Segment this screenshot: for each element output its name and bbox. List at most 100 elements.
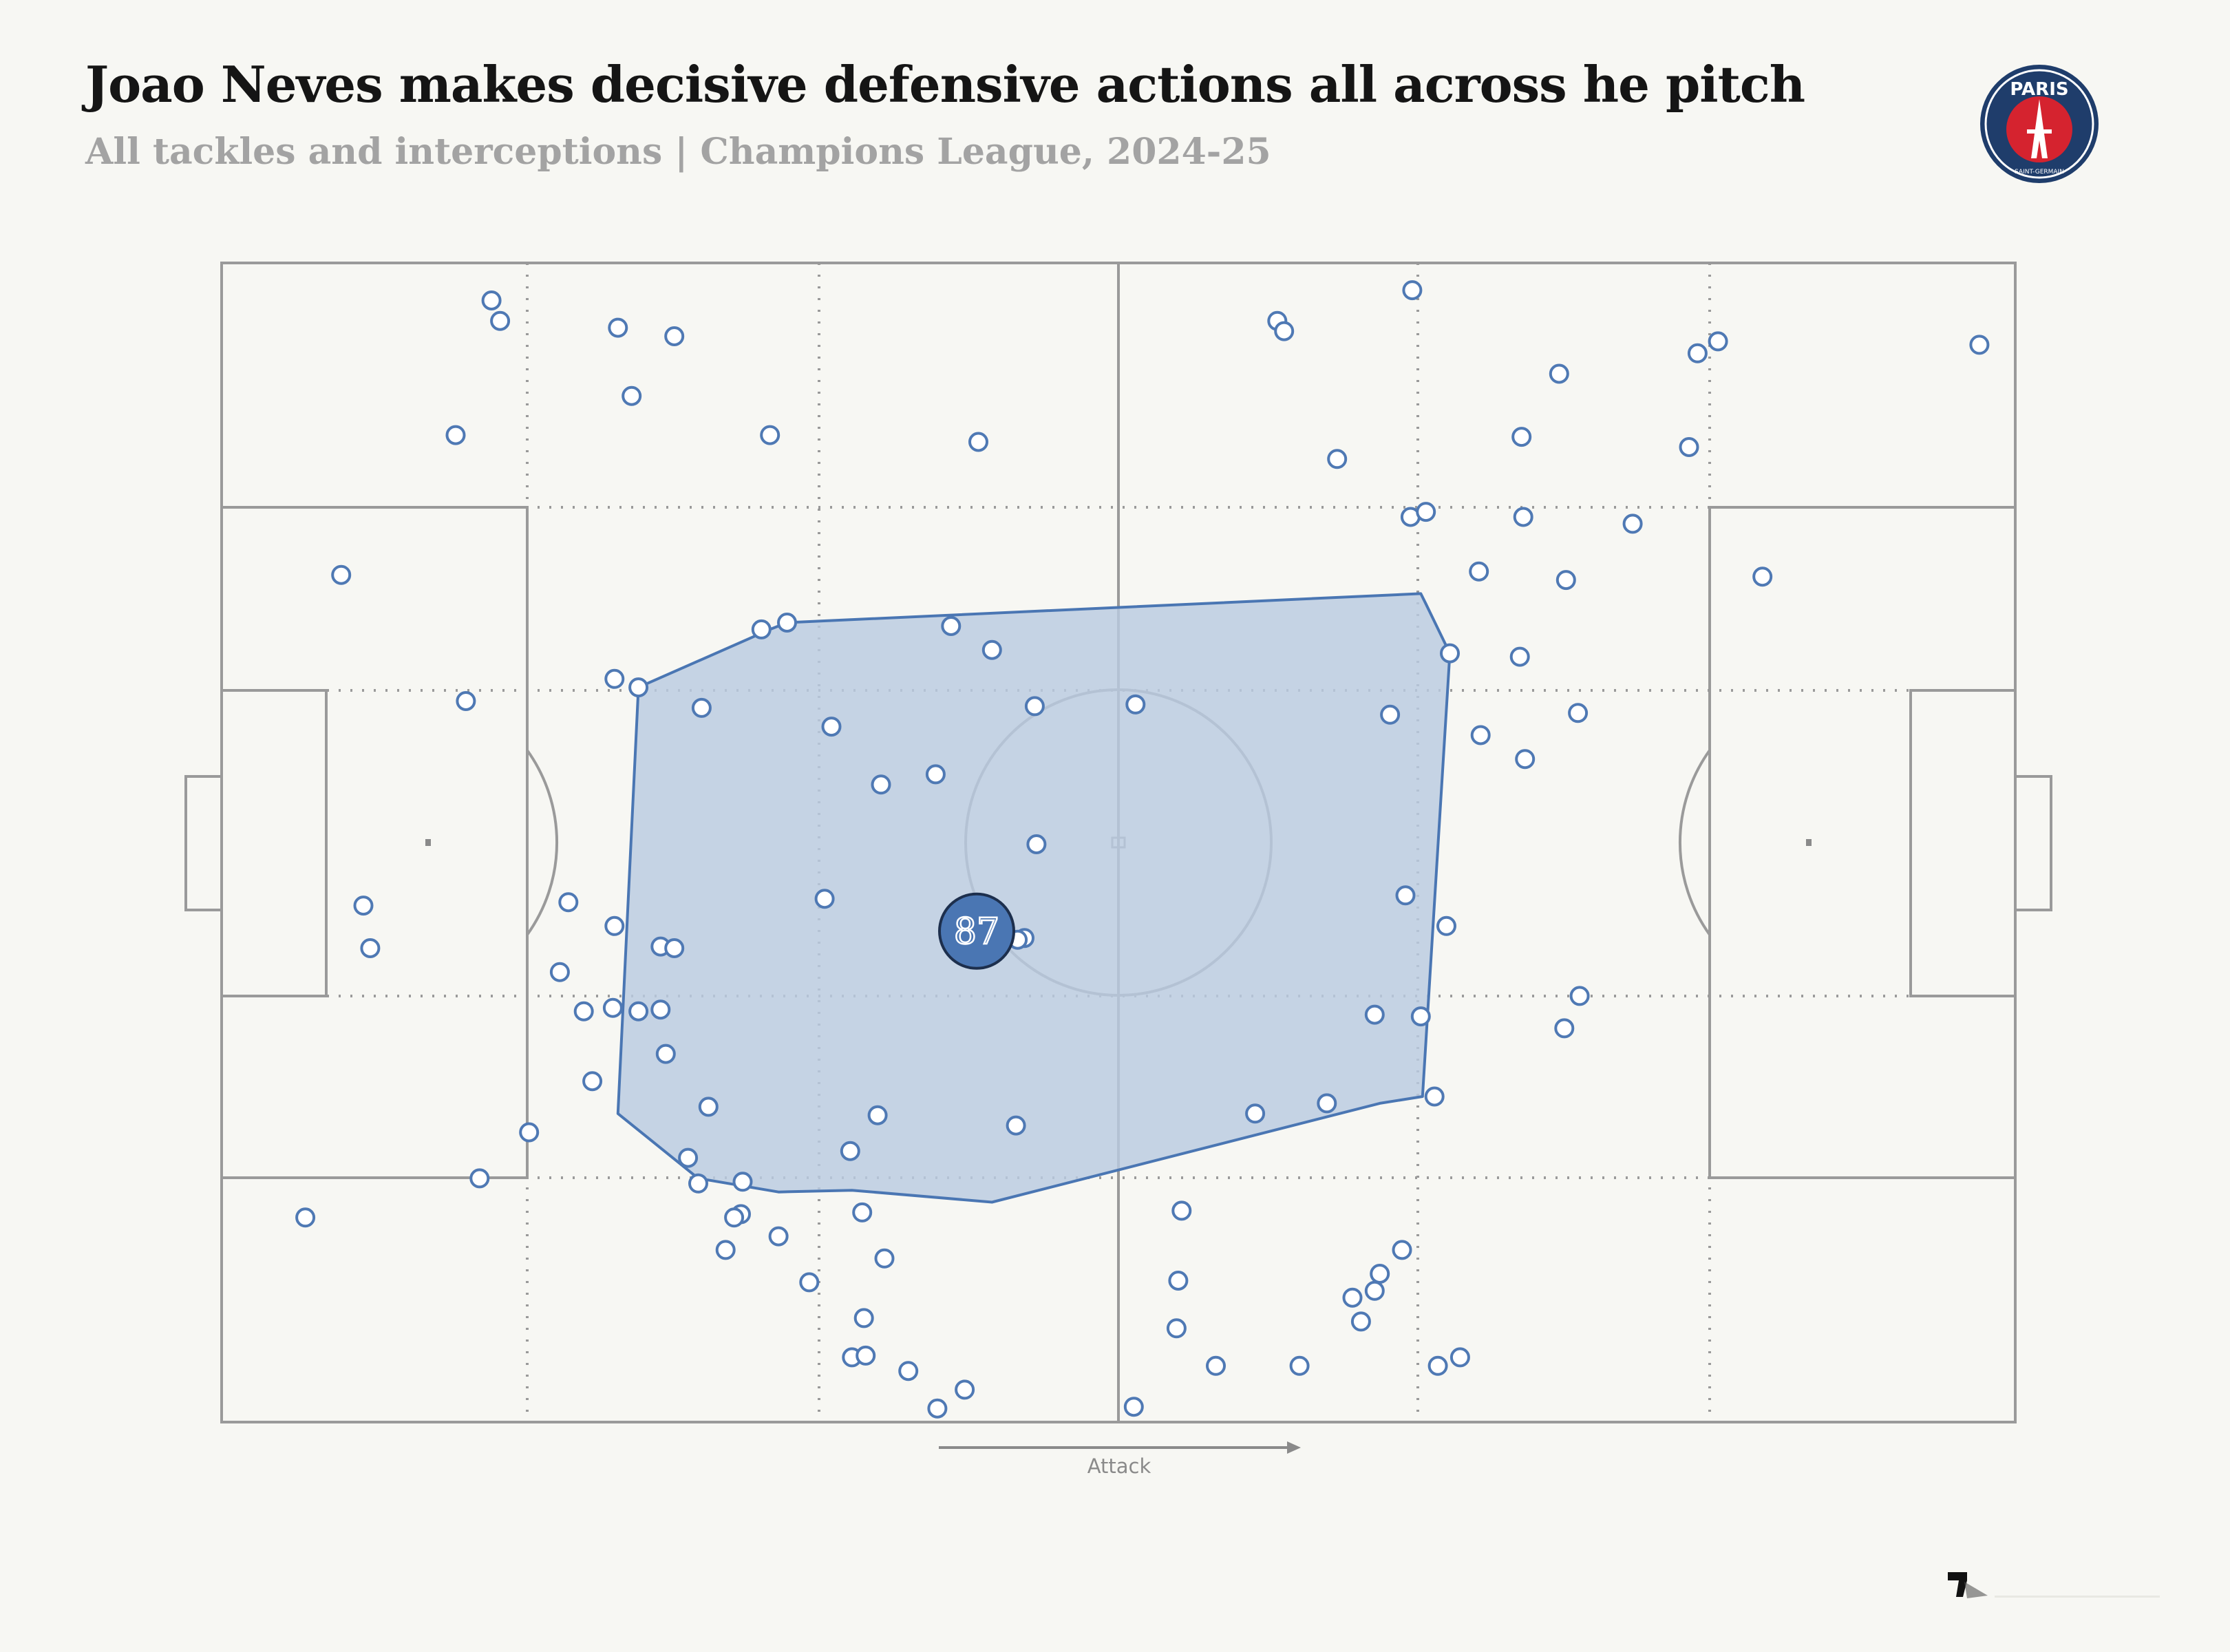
- defensive-action-point: [1289, 1355, 1310, 1376]
- defensive-action-point: [968, 432, 988, 452]
- defensive-action-point: [469, 1168, 490, 1189]
- defensive-action-point: [1392, 1240, 1412, 1260]
- defensive-action-point: [1245, 1103, 1266, 1124]
- defensive-action-point: [1402, 280, 1423, 301]
- defensive-action-point: [655, 1044, 676, 1064]
- defensive-action-point: [840, 1141, 860, 1161]
- defensive-action-point: [1969, 335, 1990, 355]
- defensive-action-point: [650, 999, 671, 1020]
- defensive-action-point: [821, 717, 842, 737]
- defensive-action-point: [1515, 749, 1536, 770]
- convex-hull-area: [616, 592, 1452, 1204]
- defensive-action-point: [1024, 696, 1045, 717]
- defensive-action-point: [732, 1172, 753, 1192]
- defensive-action-point: [853, 1308, 874, 1328]
- defensive-action-point: [1364, 1280, 1385, 1301]
- defensive-action-point: [456, 691, 476, 711]
- defensive-action-point: [1427, 1355, 1448, 1376]
- chart-title: Joao Neves makes decisive defensive acti…: [85, 55, 1805, 114]
- defensive-action-point: [1509, 646, 1530, 667]
- defensive-action-point: [1026, 834, 1047, 854]
- defensive-action-point: [955, 1379, 975, 1400]
- defensive-action-point: [1123, 1397, 1144, 1417]
- defensive-action-point: [1554, 1018, 1575, 1039]
- defensive-action-point: [1450, 1347, 1470, 1368]
- logo-text: PARIS: [2010, 79, 2068, 100]
- defensive-action-point: [549, 962, 570, 982]
- defensive-action-point: [1206, 1355, 1226, 1376]
- defensive-action-point: [941, 616, 962, 636]
- defensive-action-point: [678, 1147, 699, 1168]
- defensive-action-point: [715, 1240, 736, 1260]
- defensive-action-point: [1569, 986, 1590, 1006]
- defensive-action-point: [1470, 725, 1491, 745]
- defensive-action-point: [1511, 427, 1532, 447]
- defensive-action-point: [664, 326, 685, 346]
- defensive-action-point: [874, 1248, 895, 1269]
- defensive-action-point: [1364, 1004, 1385, 1025]
- defensive-action-point: [573, 1001, 594, 1021]
- defensive-action-point: [604, 915, 625, 936]
- defensive-action-point: [1752, 566, 1773, 587]
- defensive-action-point: [1416, 502, 1436, 522]
- defensive-action-point: [628, 677, 649, 698]
- defensive-action-point: [814, 889, 835, 909]
- defensive-action-point: [867, 1105, 888, 1125]
- defensive-action-point: [1469, 561, 1489, 582]
- logo-subtext: SAINT-GERMAIN: [2015, 169, 2064, 176]
- defensive-action-point: [1513, 507, 1533, 527]
- defensive-action-point: [604, 668, 625, 689]
- defensive-action-point: [582, 1071, 603, 1092]
- defensive-action-point: [1317, 1093, 1337, 1114]
- defensive-action-point: [856, 1345, 876, 1366]
- defensive-action-point: [698, 1097, 719, 1117]
- defensive-action-point: [602, 997, 623, 1018]
- defensive-action-point: [628, 1001, 649, 1021]
- defensive-action-point: [1166, 1318, 1187, 1339]
- defensive-action-point: [981, 639, 1002, 660]
- defensive-action-point: [1125, 694, 1146, 714]
- defensive-action-point: [760, 425, 780, 445]
- action-count-badge: [938, 892, 1016, 970]
- defensive-action-point: [331, 564, 352, 585]
- defensive-action-point: [871, 774, 891, 795]
- defensive-action-point: [1327, 449, 1348, 469]
- defensive-action-point: [608, 317, 628, 338]
- defensive-action-point: [1622, 513, 1643, 534]
- defensive-action-point: [445, 425, 466, 445]
- defensive-action-point: [768, 1226, 789, 1247]
- defensive-action-point: [1395, 885, 1416, 906]
- defensive-action-point: [1679, 437, 1699, 457]
- defensive-action-point: [490, 310, 511, 331]
- defensive-action-point: [1436, 915, 1456, 936]
- defensive-action-point: [1350, 1311, 1371, 1332]
- defensive-action-point: [799, 1272, 820, 1293]
- defensive-action-point: [927, 1398, 948, 1419]
- action-count-label: 87: [954, 911, 999, 953]
- defensive-action-point: [353, 896, 374, 916]
- defensive-action-point: [558, 892, 579, 913]
- defensive-action-point: [1440, 643, 1460, 664]
- psg-crest-icon: PARIS SAINT-GERMAIN: [1980, 65, 2099, 183]
- defensive-action-point: [688, 1173, 708, 1194]
- defensive-action-point: [1555, 570, 1576, 591]
- defensive-action-point: [1370, 1264, 1390, 1284]
- defensive-action-point: [664, 938, 685, 958]
- defensive-action-point: [1274, 321, 1295, 341]
- defensive-action-point: [622, 385, 642, 406]
- defensive-action-point: [925, 764, 946, 785]
- defensive-action-point: [360, 938, 381, 958]
- defensive-action-point: [1342, 1287, 1363, 1308]
- defensive-action-point: [1171, 1200, 1192, 1221]
- defensive-action-point: [1168, 1271, 1189, 1291]
- defensive-action-point: [519, 1122, 540, 1143]
- defensive-action-point: [852, 1202, 873, 1222]
- defensive-action-point: [1006, 1115, 1026, 1136]
- defensive-action-point: [898, 1361, 919, 1381]
- defensive-action-point: [481, 290, 502, 310]
- defensive-action-point: [777, 613, 797, 633]
- watermark-icon: [1948, 1572, 2160, 1598]
- defensive-action-point: [1424, 1086, 1445, 1107]
- defensive-action-point: [1410, 1006, 1431, 1027]
